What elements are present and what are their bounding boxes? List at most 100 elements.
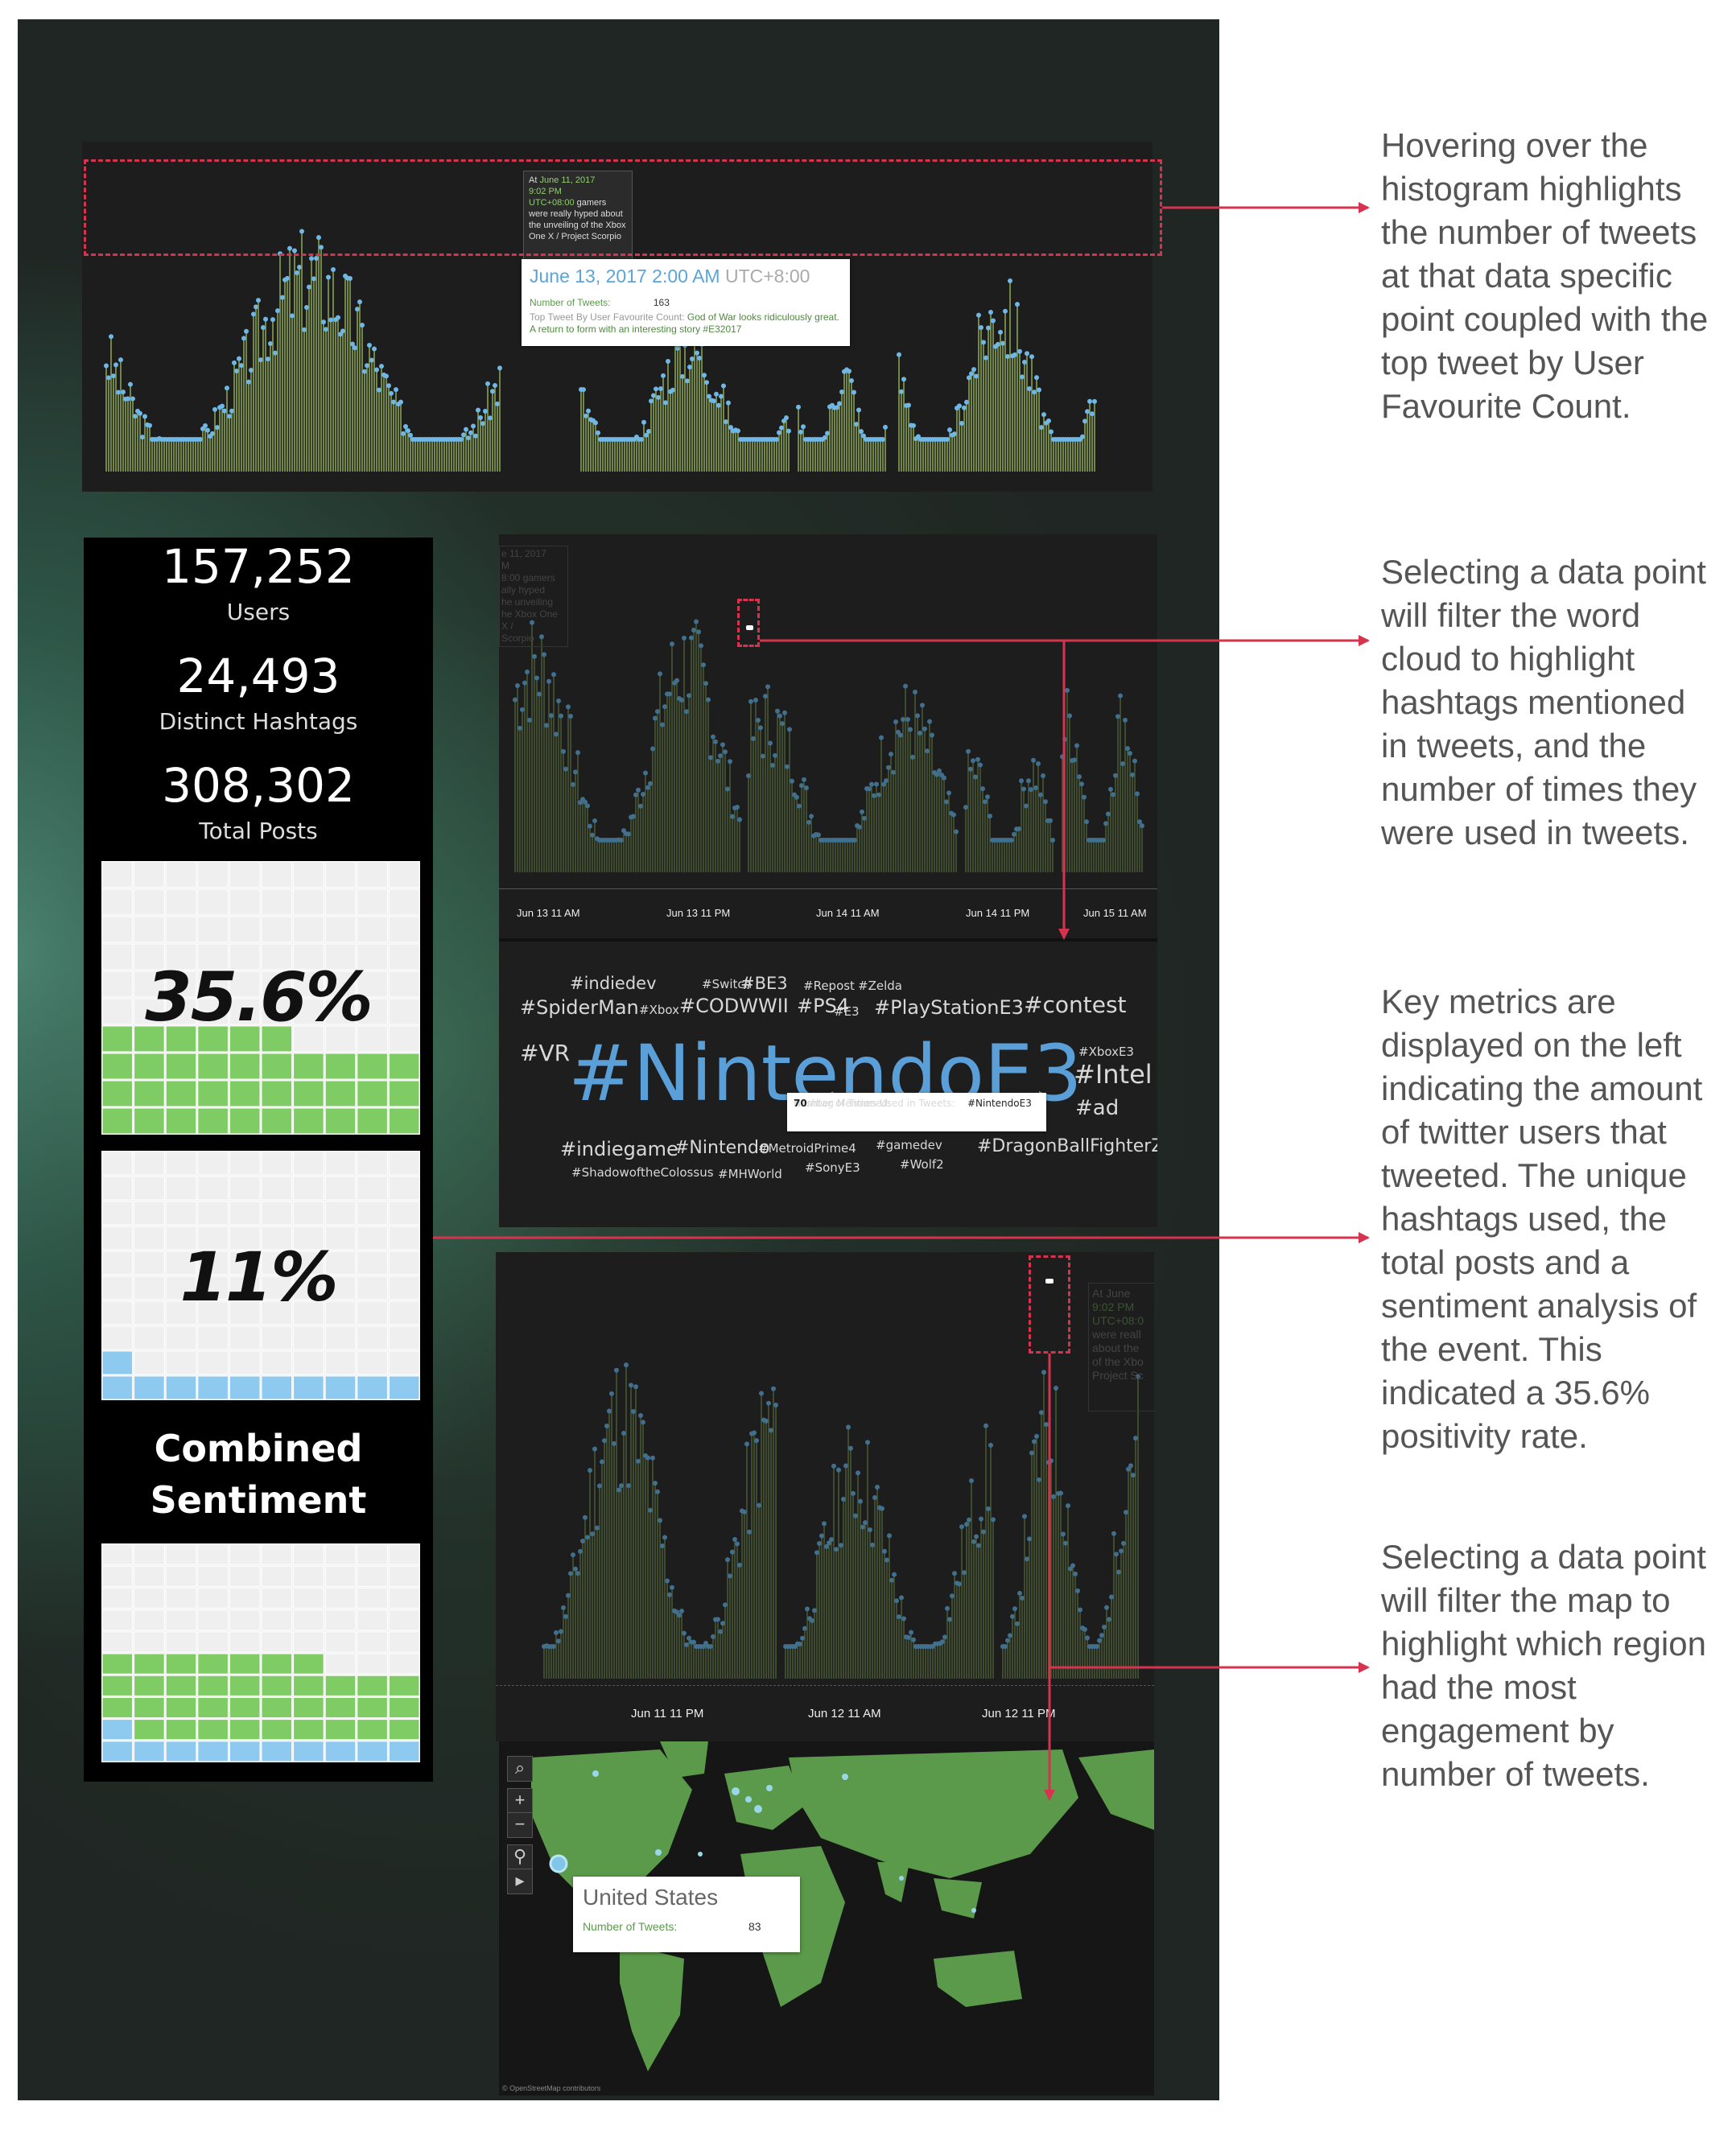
- histogram-point: [701, 662, 706, 668]
- word-cloud-panel[interactable]: #indiedev #Switch #BE3 #Repost #Zelda #S…: [499, 938, 1157, 1227]
- word-nintendo[interactable]: #Nintendo: [674, 1138, 770, 1158]
- word-metroidprime4[interactable]: #MetroidPrime4: [758, 1141, 856, 1156]
- histogram-point: [983, 355, 988, 361]
- waffle-cell: [261, 1226, 293, 1251]
- word-ad[interactable]: #ad: [1075, 1096, 1120, 1120]
- waffle-cell: [165, 861, 197, 888]
- word-repost[interactable]: #Repost: [803, 979, 855, 993]
- histogram-point: [684, 1642, 689, 1647]
- top-histogram-chart[interactable]: [82, 142, 1153, 492]
- word-playstatione3[interactable]: #PlayStationE3: [874, 996, 1024, 1019]
- map-panel[interactable]: ⌕ + − ⚲ ▸ United States Number of Tweets…: [499, 1741, 1154, 2095]
- map-pin-button[interactable]: ⚲: [507, 1844, 533, 1870]
- waffle-cell: [261, 1696, 293, 1719]
- map-south-america: [620, 1943, 684, 2071]
- waffle-cell: [134, 1565, 165, 1587]
- positive-waffle-chart[interactable]: [101, 861, 420, 1135]
- bot-tick-2: Jun 12 11 PM: [982, 1707, 1056, 1720]
- map-zoom-in-button[interactable]: +: [507, 1788, 533, 1814]
- histogram-point: [763, 694, 768, 699]
- histogram-point: [876, 792, 881, 797]
- word-switch[interactable]: #Switch: [702, 977, 753, 991]
- waffle-cell: [165, 1696, 197, 1719]
- word-xboxe3[interactable]: #XboxE3: [1078, 1045, 1134, 1059]
- histogram-point: [406, 428, 410, 434]
- histogram-point: [614, 1367, 619, 1373]
- word-zelda[interactable]: #Zelda: [858, 979, 902, 993]
- word-shadowofthecolossus[interactable]: #ShadowoftheColossus: [571, 1165, 714, 1180]
- word-be3[interactable]: #BE3: [740, 974, 788, 993]
- middle-histogram-panel[interactable]: e 11, 2017 M 8:00 gamers ally hyped he u…: [499, 534, 1157, 938]
- histogram-point: [357, 299, 362, 305]
- waffle-cell: [293, 1201, 324, 1226]
- waffle-cell: [388, 1176, 420, 1201]
- word-e3[interactable]: #E3: [834, 1004, 860, 1019]
- waffle-cell: [293, 1151, 324, 1176]
- top-highlight-dashed-box: [84, 159, 1162, 256]
- histogram-point: [1020, 1595, 1025, 1601]
- histogram-point: [241, 336, 246, 341]
- histogram-point: [667, 691, 672, 697]
- map-zoom-out-button[interactable]: −: [507, 1812, 533, 1838]
- ghost-line: M: [501, 560, 509, 571]
- waffle-cell: [324, 970, 357, 998]
- middle-histogram-chart[interactable]: [499, 534, 1157, 938]
- word-spiderman[interactable]: #SpiderMan: [520, 996, 639, 1019]
- negative-waffle-chart[interactable]: [101, 1151, 420, 1400]
- histogram-point: [590, 1531, 595, 1537]
- word-codwwii[interactable]: #CODWWII: [679, 995, 789, 1017]
- histogram-point: [816, 832, 821, 838]
- histogram-point: [947, 1617, 952, 1622]
- word-vr[interactable]: #VR: [520, 1040, 571, 1066]
- histogram-point: [353, 345, 357, 351]
- waffle-cell: [357, 1275, 388, 1300]
- waffle-cell: [357, 970, 388, 998]
- histogram-point: [1107, 1617, 1111, 1622]
- histogram-point: [542, 652, 546, 657]
- histogram-point: [996, 341, 1000, 347]
- histogram-point: [621, 1431, 626, 1436]
- bottom-histogram-chart[interactable]: [496, 1252, 1154, 1741]
- histogram-point: [633, 792, 638, 797]
- histogram-point: [1063, 1540, 1068, 1546]
- word-contest[interactable]: #contest: [1024, 991, 1127, 1018]
- map-search-button[interactable]: ⌕: [507, 1756, 533, 1782]
- map-point-us: [549, 1854, 568, 1873]
- histogram-point: [651, 393, 656, 398]
- word-sonye3[interactable]: #SonyE3: [805, 1160, 860, 1175]
- histogram-point: [1010, 1613, 1015, 1619]
- waffle-cell: [261, 1325, 293, 1350]
- histogram-point: [779, 425, 784, 431]
- selected-point-marker[interactable]: [737, 599, 760, 647]
- waffle-cell: [293, 1350, 324, 1375]
- histogram-point: [1077, 774, 1082, 780]
- histogram-point: [1109, 1594, 1114, 1600]
- word-dragonballfighterz[interactable]: #DragonBallFighterZ: [977, 1136, 1157, 1156]
- histogram-point: [829, 1537, 834, 1543]
- word-intel[interactable]: #Intel: [1074, 1059, 1153, 1090]
- tooltip-datetime: June 13, 2017 2:00 AM: [530, 266, 720, 286]
- word-ps4[interactable]: #PS4: [797, 995, 850, 1017]
- map-expand-button[interactable]: ▸: [507, 1869, 533, 1894]
- waffle-cell: [324, 1741, 357, 1762]
- word-indiegame[interactable]: #indiegame: [560, 1138, 678, 1160]
- top-histogram-panel[interactable]: At June 11, 2017 9:02 PM UTC+08:00 gamer…: [82, 142, 1153, 492]
- word-wolf2[interactable]: #Wolf2: [900, 1157, 944, 1172]
- bottom-selected-point-marker[interactable]: [1029, 1255, 1070, 1354]
- histogram-point: [549, 713, 554, 719]
- word-gamedev[interactable]: #gamedev: [876, 1138, 942, 1152]
- histogram-point: [863, 1520, 868, 1526]
- waffle-cell: [261, 1631, 293, 1653]
- word-mhworld[interactable]: #MHWorld: [718, 1167, 782, 1181]
- histogram-point: [619, 1483, 624, 1489]
- histogram-point: [893, 719, 898, 725]
- waffle-cell: [197, 916, 229, 943]
- combined-waffle-chart[interactable]: [101, 1543, 420, 1762]
- histogram-point: [319, 245, 324, 250]
- word-indiedev[interactable]: #indiedev: [570, 974, 657, 993]
- bottom-histogram-panel[interactable]: At June 9:02 PM UTC+08:0 were reall abou…: [496, 1252, 1154, 1741]
- waffle-cell: [197, 1053, 229, 1080]
- histogram-point: [1103, 821, 1108, 826]
- word-xbox[interactable]: #Xbox: [639, 1003, 679, 1017]
- waffle-cell: [229, 1201, 261, 1226]
